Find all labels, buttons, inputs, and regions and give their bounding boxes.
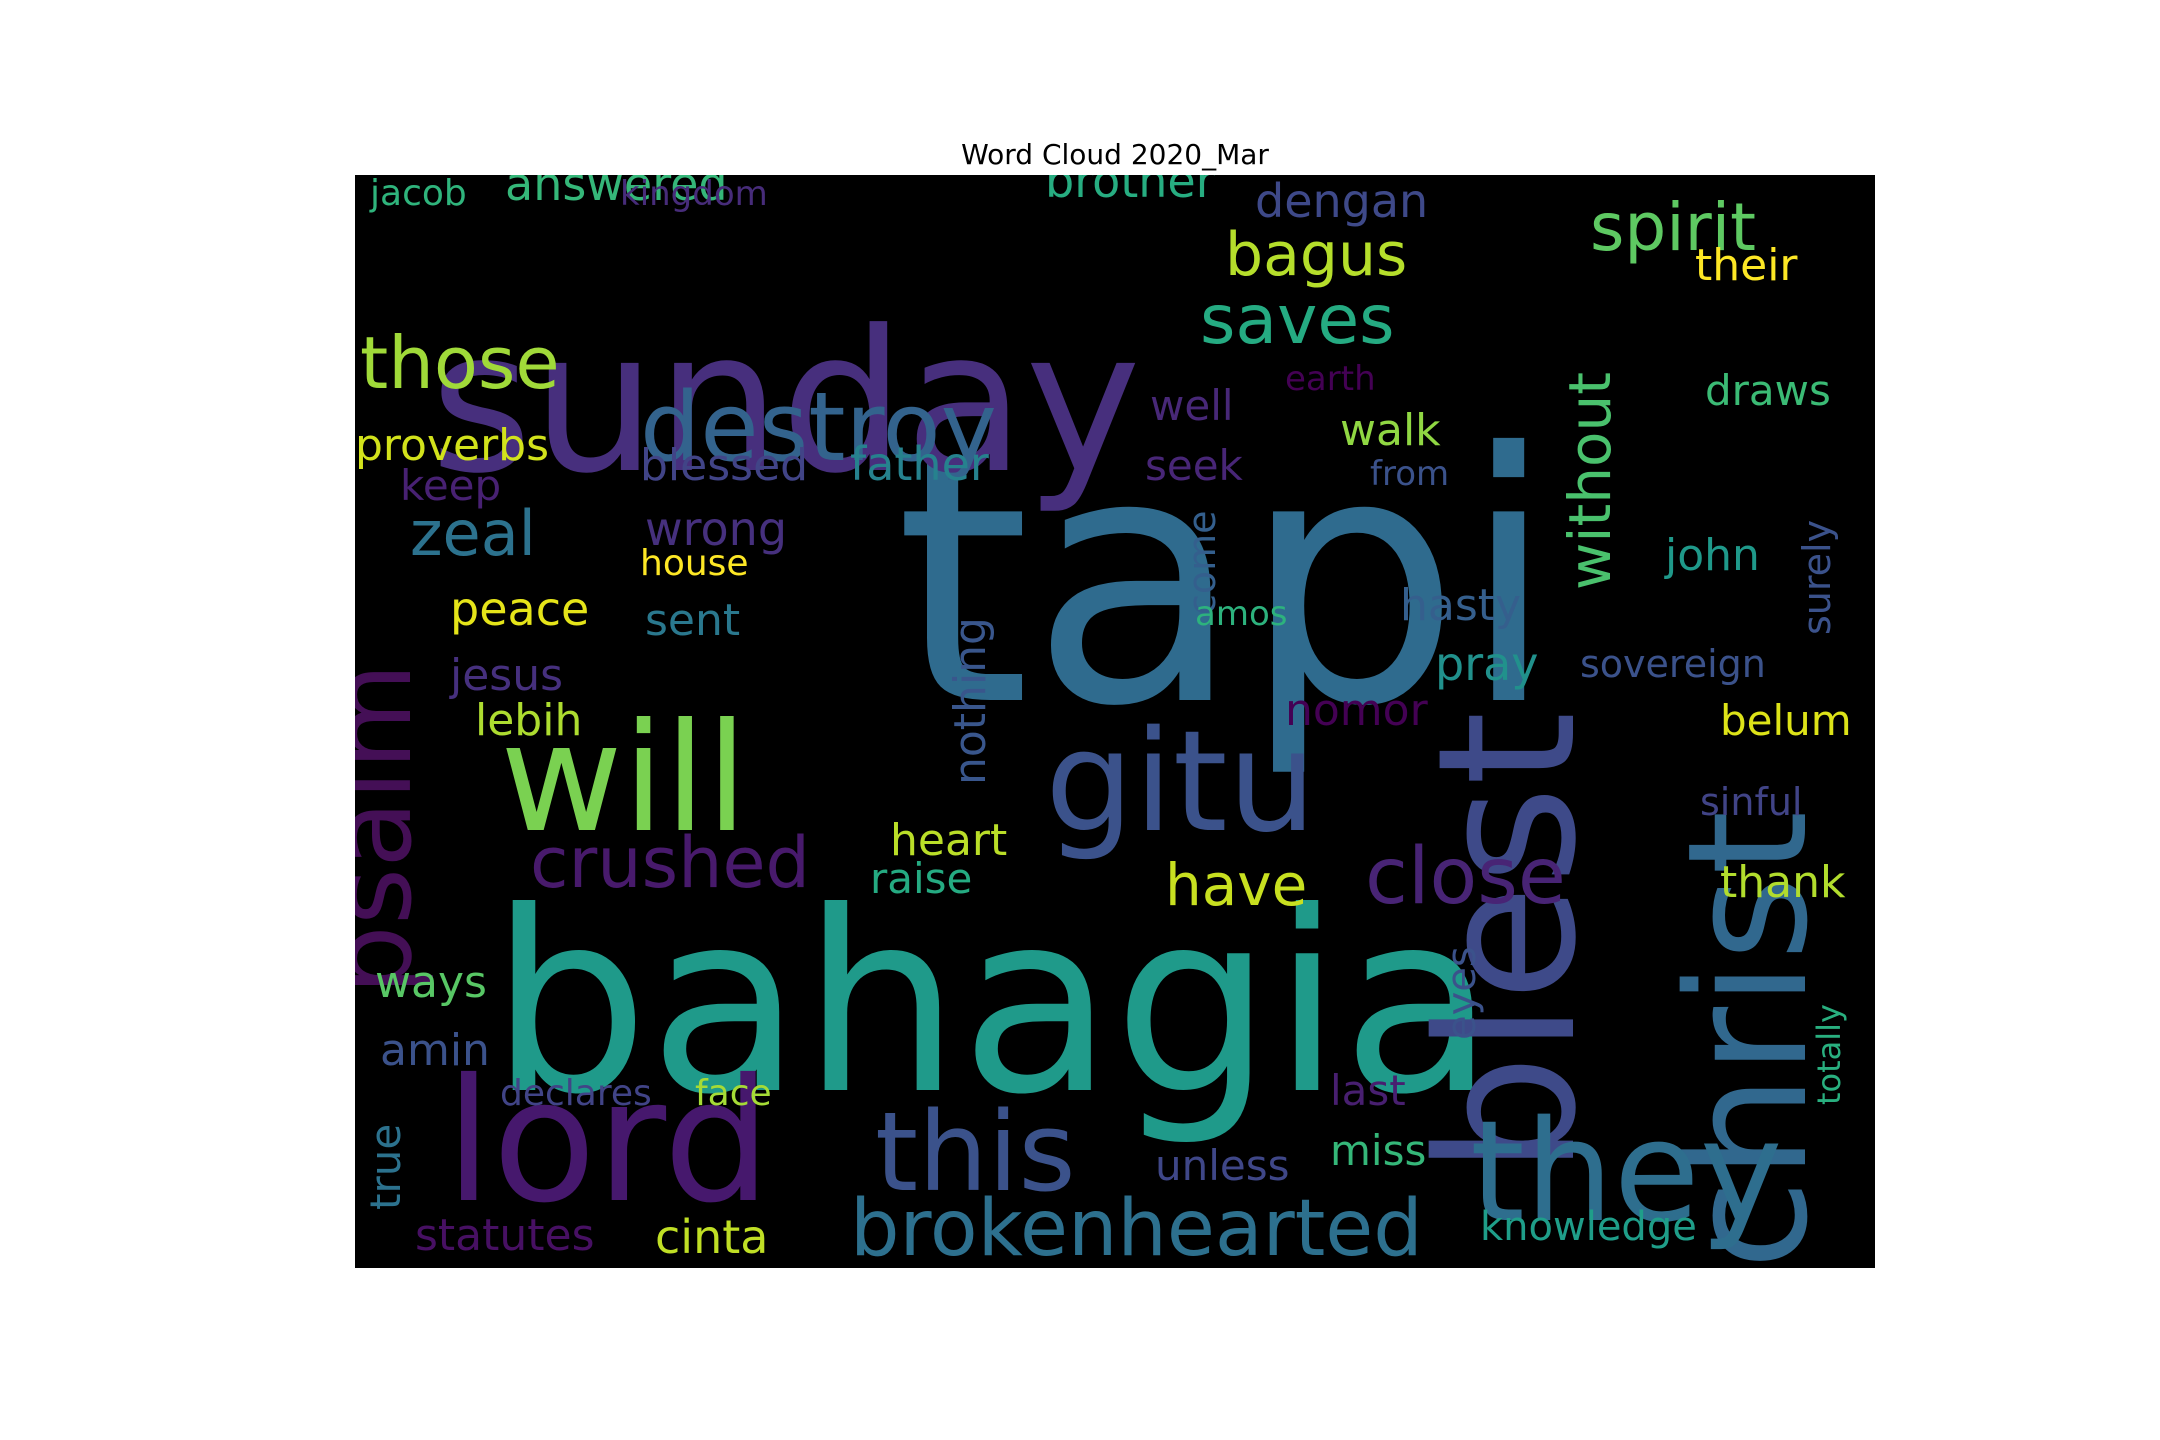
word-sovereign: sovereign bbox=[1580, 642, 1766, 686]
word-zeal: zeal bbox=[410, 497, 536, 570]
word-lebih: lebih bbox=[475, 695, 582, 746]
word-totally: totally bbox=[1810, 1004, 1848, 1105]
word-bagus: bagus bbox=[1225, 220, 1407, 290]
word-tapi: tapi bbox=[895, 381, 1557, 782]
word-knowledge: knowledge bbox=[1480, 1204, 1697, 1250]
word-draws: draws bbox=[1705, 366, 1831, 415]
word-unless: unless bbox=[1155, 1141, 1290, 1190]
word-bahagia: bahagia bbox=[490, 858, 1495, 1149]
word-brokenhearted: brokenhearted bbox=[850, 1184, 1423, 1268]
word-dengan: dengan bbox=[1255, 175, 1428, 228]
word-wrong: wrong bbox=[645, 502, 787, 556]
word-come: come bbox=[1180, 510, 1224, 615]
word-jacob: jacob bbox=[369, 175, 467, 214]
word-face: face bbox=[695, 1073, 772, 1114]
word-lord: lord bbox=[445, 1043, 771, 1241]
word-have: have bbox=[1165, 851, 1307, 919]
cloud-background bbox=[355, 175, 1875, 1268]
word-jesus: jesus bbox=[449, 650, 563, 701]
word-psalm: psalm bbox=[355, 663, 436, 995]
word-answered: answered bbox=[505, 175, 728, 211]
word-blest: blest bbox=[1397, 711, 1618, 1175]
word-statutes: statutes bbox=[415, 1210, 595, 1261]
word-cloud: tapi bahagia sunday blest christ will gitu lord… bbox=[355, 175, 1875, 1268]
word-spirit: spirit bbox=[1590, 189, 1756, 266]
word-raise: raise bbox=[870, 854, 972, 903]
word-father: father bbox=[850, 437, 989, 491]
word-proverbs: proverbs bbox=[355, 420, 549, 471]
word-house: house bbox=[640, 543, 749, 584]
word-amin: amin bbox=[380, 1025, 490, 1076]
word-miss: miss bbox=[1330, 1126, 1426, 1175]
word-peace: peace bbox=[450, 582, 589, 636]
word-close: close bbox=[1365, 832, 1566, 922]
word-from: from bbox=[1370, 454, 1449, 494]
word-christ: christ bbox=[1652, 810, 1844, 1268]
word-nothing: nothing bbox=[945, 617, 996, 785]
word-kingdom: kingdom bbox=[620, 175, 768, 214]
word-their: their bbox=[1695, 240, 1798, 291]
word-eyes: eyes bbox=[1439, 946, 1485, 1040]
word-belum: belum bbox=[1720, 696, 1852, 745]
word-sinful: sinful bbox=[1700, 780, 1802, 824]
word-sent: sent bbox=[645, 595, 740, 646]
word-brother: brother bbox=[1045, 175, 1215, 208]
word-nomor: nomor bbox=[1285, 685, 1429, 736]
word-saves: saves bbox=[1200, 281, 1395, 360]
word-declares: declares bbox=[500, 1073, 652, 1114]
word-crushed: crushed bbox=[530, 822, 810, 904]
word-ways: ways bbox=[375, 957, 487, 1008]
word-gitu: gitu bbox=[1045, 701, 1316, 864]
word-heart: heart bbox=[890, 815, 1007, 866]
word-well: well bbox=[1150, 381, 1234, 430]
word-they: they bbox=[1470, 1091, 1783, 1254]
word-last: last bbox=[1330, 1066, 1406, 1115]
word-amos: amos bbox=[1195, 594, 1287, 634]
word-john: john bbox=[1664, 530, 1760, 581]
word-blessed: blessed bbox=[640, 440, 808, 491]
word-sunday: sunday bbox=[430, 289, 1141, 517]
word-thank: thank bbox=[1720, 857, 1846, 908]
word-seek: seek bbox=[1145, 441, 1244, 490]
word-true: true bbox=[361, 1124, 410, 1210]
word-walk: walk bbox=[1340, 405, 1441, 456]
word-earth: earth bbox=[1285, 359, 1376, 399]
word-pray: pray bbox=[1435, 637, 1539, 691]
word-those: those bbox=[360, 321, 560, 405]
word-surely: surely bbox=[1795, 520, 1839, 635]
word-will: will bbox=[500, 692, 748, 866]
word-hasty: hasty bbox=[1400, 580, 1521, 631]
word-keep: keep bbox=[400, 461, 501, 510]
word-cinta: cinta bbox=[655, 1210, 768, 1264]
chart-title: Word Cloud 2020_Mar bbox=[961, 138, 1269, 171]
word-destroy: destroy bbox=[640, 373, 997, 483]
word-this: this bbox=[875, 1088, 1076, 1216]
word-without: without bbox=[1556, 372, 1624, 590]
